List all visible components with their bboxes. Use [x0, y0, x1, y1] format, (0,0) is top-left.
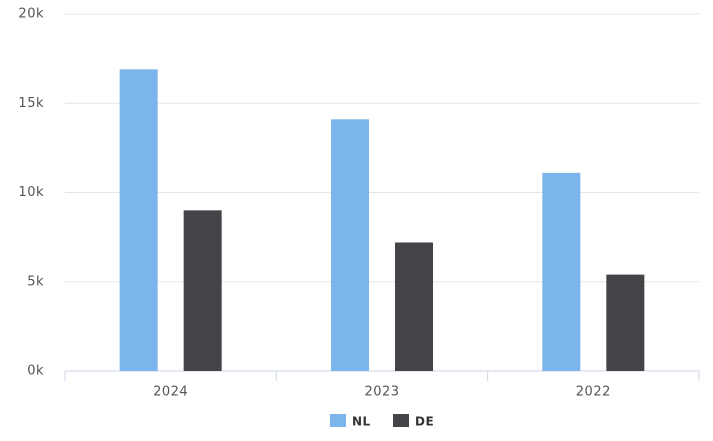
- x-tick-label: 2022: [576, 385, 611, 400]
- y-tick-label: 15k: [18, 96, 44, 111]
- legend-swatch[interactable]: [393, 414, 409, 427]
- bar: [395, 242, 433, 371]
- bar: [183, 210, 222, 371]
- legend-label[interactable]: DE: [415, 415, 434, 429]
- x-tick-label: 2024: [153, 385, 188, 400]
- bar: [331, 119, 369, 371]
- y-tick-label: 0k: [27, 364, 44, 379]
- bar: [606, 274, 645, 371]
- bar: [542, 172, 581, 371]
- legend-label[interactable]: NL: [352, 415, 371, 429]
- bar: [119, 69, 158, 372]
- y-tick-label: 5k: [27, 274, 44, 289]
- y-tick-label: 10k: [18, 185, 44, 200]
- legend-swatch[interactable]: [330, 414, 346, 427]
- x-tick-label: 2023: [364, 385, 399, 400]
- y-tick-label: 20k: [18, 7, 44, 22]
